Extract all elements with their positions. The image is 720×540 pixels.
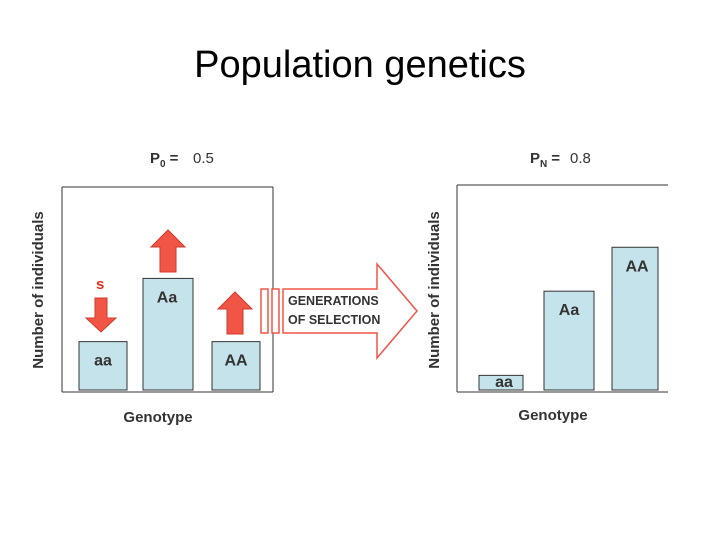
right-x-axis-label: Genotype (518, 407, 587, 424)
aa-dom-up-arrow (216, 291, 254, 335)
left-bar-aa (78, 341, 128, 391)
right-y-axis-label: Number of individuals (426, 211, 443, 369)
generations-label-line2: OF SELECTION (288, 313, 380, 327)
right-panel: PN = 0.8 Number of individuals aa Aa AA Gen… (426, 150, 668, 424)
right-bars: aa Aa AA (478, 246, 659, 391)
aa-down-arrow (84, 297, 118, 333)
left-bar-label-aa: aa (94, 353, 112, 370)
left-panel: P0 = 0.5 Number of individuals aa Aa AA s G… (30, 150, 274, 426)
left-bar-label-aa-het: Aa (157, 289, 178, 306)
generations-label-line1: GENERATIONS (288, 294, 379, 308)
left-freq-label: P0 = (150, 150, 179, 170)
arrow-body (282, 261, 418, 361)
right-bar-aa (478, 374, 524, 391)
right-bar-aa-het (543, 290, 595, 391)
right-bar-label-aa-het: Aa (559, 302, 580, 319)
arrow-tail-bar-2 (271, 288, 280, 334)
right-bar-label-aa: AA (625, 258, 649, 275)
left-bar-aa-het (142, 277, 194, 391)
aa-het-up-arrow (149, 229, 187, 273)
left-bar-aa (211, 341, 261, 391)
left-bars: aa Aa AA (78, 277, 261, 391)
page-title: Population genetics (194, 44, 526, 86)
left-freq-value: 0.5 (193, 150, 214, 167)
right-freq-label: PN = (530, 150, 560, 170)
arrow-tail-bar-1 (260, 288, 269, 334)
left-y-axis-label: Number of individuals (30, 211, 47, 369)
generations-arrow: GENERATIONS OF SELECTION (260, 261, 418, 361)
right-bar-label-aa: aa (495, 374, 513, 391)
left-x-axis-label: Genotype (123, 409, 192, 426)
left-bar-label-aa: AA (224, 353, 248, 370)
right-freq-value: 0.8 (570, 150, 591, 167)
left-selection-arrows (84, 229, 254, 335)
right-bar-aa (611, 246, 659, 391)
selection-coefficient-label: s (96, 276, 104, 293)
